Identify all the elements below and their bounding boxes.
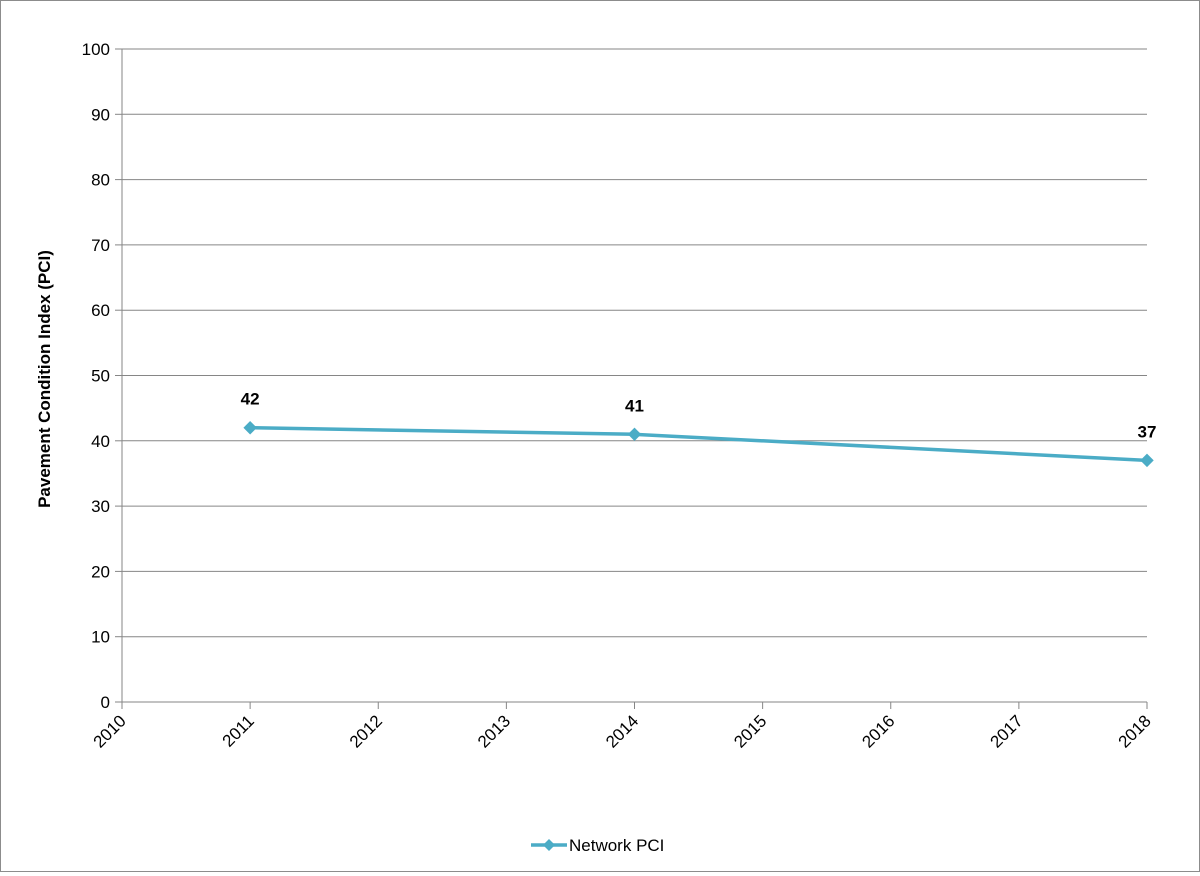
x-tick-label: 2015 [730, 711, 770, 751]
x-tick-label: 2018 [1115, 711, 1155, 751]
legend-marker-icon [543, 839, 555, 851]
y-tick-label: 30 [91, 497, 110, 516]
x-tick-label: 2012 [346, 711, 386, 751]
axes [115, 48, 1148, 709]
legend-label: Network PCI [569, 836, 664, 855]
y-tick-label: 70 [91, 236, 110, 255]
x-tick-label: 2014 [602, 711, 642, 751]
data-point-2018 [1140, 453, 1154, 468]
data-point-2011 [243, 421, 257, 435]
x-tick-label: 2013 [474, 711, 514, 751]
y-tick-label: 0 [101, 693, 110, 712]
gridlines [122, 48, 1147, 638]
x-tick-labels: 2010 2011 2012 2013 2014 2015 2016 2017 2018 [90, 711, 1155, 751]
y-tick-label: 20 [91, 562, 110, 581]
x-tick-label: 2017 [987, 711, 1027, 751]
y-tick-label: 50 [91, 367, 110, 386]
series-line-network-pci [250, 425, 1148, 463]
data-point-2014 [627, 427, 642, 441]
y-tick-label: 10 [91, 628, 110, 647]
data-label-2014: 41 [625, 396, 644, 415]
x-tick-label: 2011 [219, 711, 258, 750]
y-tick-label: 40 [91, 432, 110, 451]
data-labels: 42 41 37 [241, 390, 1157, 442]
y-tick-label: 100 [82, 40, 110, 59]
data-label-2011: 42 [241, 390, 260, 409]
y-axis-title: Pavement Condition Index (PCI) [35, 250, 54, 508]
y-tick-label: 60 [91, 301, 110, 320]
data-label-2018: 37 [1138, 422, 1157, 441]
y-tick-label: 80 [91, 171, 110, 190]
x-tick-label: 2010 [90, 711, 130, 751]
y-tick-labels: 0 10 20 30 40 50 60 70 80 90 100 [82, 40, 110, 712]
x-tick-label: 2016 [858, 711, 898, 751]
legend: Network PCI [531, 836, 664, 855]
y-tick-label: 90 [91, 105, 110, 124]
series [243, 421, 1154, 468]
